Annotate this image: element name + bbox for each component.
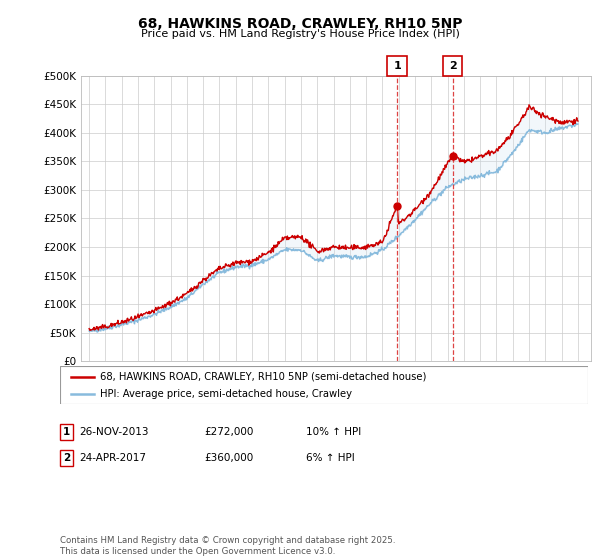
FancyBboxPatch shape [60,366,588,404]
Text: HPI: Average price, semi-detached house, Crawley: HPI: Average price, semi-detached house,… [100,389,352,399]
Text: 1: 1 [393,61,401,71]
Text: Price paid vs. HM Land Registry's House Price Index (HPI): Price paid vs. HM Land Registry's House … [140,29,460,39]
Text: 10% ↑ HPI: 10% ↑ HPI [306,427,361,437]
Text: 6% ↑ HPI: 6% ↑ HPI [306,453,355,463]
Text: Contains HM Land Registry data © Crown copyright and database right 2025.
This d: Contains HM Land Registry data © Crown c… [60,536,395,556]
Text: 2: 2 [63,453,70,463]
Text: 2: 2 [449,61,457,71]
Text: 24-APR-2017: 24-APR-2017 [79,453,146,463]
Text: £272,000: £272,000 [204,427,253,437]
Text: 1: 1 [63,427,70,437]
FancyBboxPatch shape [443,56,462,76]
FancyBboxPatch shape [388,56,407,76]
Text: 68, HAWKINS ROAD, CRAWLEY, RH10 5NP: 68, HAWKINS ROAD, CRAWLEY, RH10 5NP [138,17,462,31]
Text: £360,000: £360,000 [204,453,253,463]
Text: 68, HAWKINS ROAD, CRAWLEY, RH10 5NP (semi-detached house): 68, HAWKINS ROAD, CRAWLEY, RH10 5NP (sem… [100,372,426,382]
Text: 26-NOV-2013: 26-NOV-2013 [79,427,149,437]
